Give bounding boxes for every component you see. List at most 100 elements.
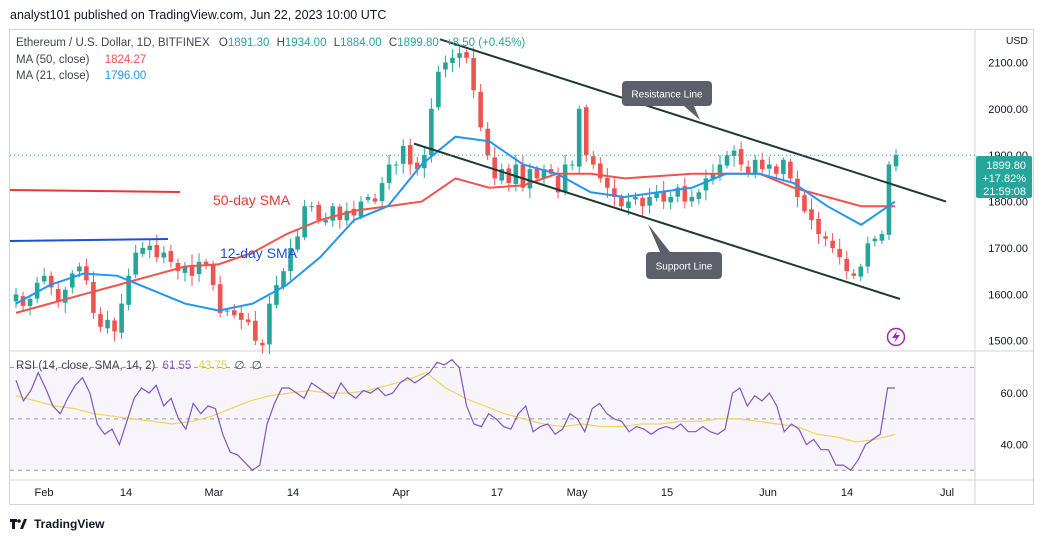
tradingview-logo-icon: [10, 518, 28, 530]
candle-up: [865, 243, 871, 267]
candle-up: [133, 252, 138, 275]
sma12-reference-line: [9, 238, 169, 242]
time-tick-label: Jun: [759, 487, 777, 499]
resistance-callout-box: [622, 81, 712, 106]
candle-up: [70, 273, 75, 288]
candle-up: [330, 206, 336, 221]
candle-up: [576, 108, 582, 167]
candle-up: [429, 108, 434, 156]
page-header: analyst101 published on TradingView.com,…: [0, 0, 1044, 30]
price-tick-label: 2100.00: [988, 57, 1028, 69]
last-price-value: 1899.80: [986, 160, 1026, 172]
price-tick-label: 1600.00: [988, 289, 1028, 301]
support-callout: Support Line: [646, 224, 722, 279]
candle-down: [478, 91, 483, 128]
candle-up: [436, 71, 441, 108]
currency-label: USD: [1006, 35, 1029, 47]
candle-down: [20, 296, 26, 306]
rsi-label: RSI (14, close, SMA, 14, 2): [16, 360, 156, 372]
candle-up: [766, 164, 772, 169]
candle-down: [590, 156, 596, 165]
candle-up: [288, 247, 293, 271]
candle-down: [837, 248, 842, 258]
candle-up: [626, 201, 631, 208]
candle-up: [781, 159, 786, 174]
price-tick-label: 2000.00: [988, 104, 1028, 116]
time-tick-label: Apr: [392, 487, 409, 499]
ma50-legend[interactable]: MA (50, close) 1824.27: [16, 53, 146, 67]
candle-down: [168, 251, 174, 262]
candle-up: [675, 187, 681, 197]
candle-up: [161, 252, 167, 258]
time-tick-label: Mar: [205, 487, 224, 499]
rsi-tick-label: 40.00: [1000, 440, 1028, 452]
symbol-legend[interactable]: Ethereum / U.S. Dollar, 1D, BITFINEX O18…: [16, 36, 525, 50]
grid-layer: [10, 30, 1033, 505]
candle-up: [147, 245, 153, 251]
resistance-line: [439, 38, 947, 203]
candle-down: [520, 164, 526, 188]
rsi-layer: [15, 358, 896, 472]
candle-up: [267, 303, 272, 345]
candle-down: [851, 273, 857, 276]
candle-down: [816, 218, 821, 235]
ma50-line: [15, 172, 895, 314]
candle-down: [583, 107, 589, 156]
candle-down: [154, 244, 160, 258]
axis-layer: 1500.001600.001700.001800.001900.002000.…: [35, 35, 1032, 499]
candle-down: [682, 186, 688, 202]
candle-up: [443, 62, 448, 70]
candle-up: [647, 196, 652, 206]
price-tick-label: 1500.00: [988, 336, 1028, 348]
candle-down: [788, 161, 793, 179]
candle-down: [48, 275, 54, 288]
time-tick-label: Jul: [940, 487, 954, 499]
candle-up: [302, 206, 307, 238]
candle-down: [844, 258, 850, 272]
footer-brand: TradingView: [34, 517, 105, 531]
footer[interactable]: TradingView: [10, 514, 104, 534]
symbol-name: Ethereum / U.S. Dollar, 1D, BITFINEX: [16, 37, 210, 49]
candle-up: [499, 169, 505, 181]
candle-up: [668, 196, 674, 203]
candle-up: [281, 271, 286, 288]
candle-up: [77, 266, 82, 272]
support-line: [413, 142, 901, 300]
candle-up: [527, 169, 533, 189]
ma21-legend[interactable]: MA (21, close) 1796.00: [16, 69, 146, 83]
candle-up: [62, 289, 68, 303]
candle-up: [893, 155, 899, 167]
ma21-label: MA (21, close): [16, 70, 90, 82]
candle-up: [344, 210, 350, 221]
last-price-change: +17.82%: [982, 173, 1026, 185]
time-tick-label: 14: [287, 487, 299, 499]
rsi-band-layer: [10, 366, 975, 471]
candle-down: [774, 166, 779, 174]
resistance-callout-label: Resistance Line: [631, 90, 703, 101]
candle-down: [823, 236, 828, 239]
rsi-sma-line: [15, 371, 896, 443]
candle-down: [492, 157, 498, 179]
candle-down: [316, 204, 322, 221]
chart-frame[interactable]: [9, 29, 1034, 505]
candle-down: [175, 262, 181, 272]
candle-up: [710, 173, 716, 179]
ma50-value: 1824.27: [104, 54, 147, 66]
candle-up: [457, 53, 462, 58]
candle-up: [41, 275, 47, 282]
rsi-tick-label: 60.00: [1000, 388, 1028, 400]
change-value: +8.50 (+0.45%): [445, 37, 526, 49]
candle-down: [55, 288, 61, 302]
candle-up: [724, 155, 730, 166]
candle-down: [91, 281, 96, 313]
rsi-legend[interactable]: RSI (14, close, SMA, 14, 2) 61.55 43.75 …: [16, 359, 262, 373]
candle-down: [189, 264, 195, 276]
support-callout-box: [646, 252, 722, 279]
rsi-na-1: ∅: [234, 360, 245, 372]
candle-up: [309, 206, 314, 208]
candle-down: [238, 312, 244, 320]
candle-up: [450, 57, 455, 63]
time-tick-label: 15: [661, 487, 673, 499]
candle-down: [619, 197, 624, 207]
